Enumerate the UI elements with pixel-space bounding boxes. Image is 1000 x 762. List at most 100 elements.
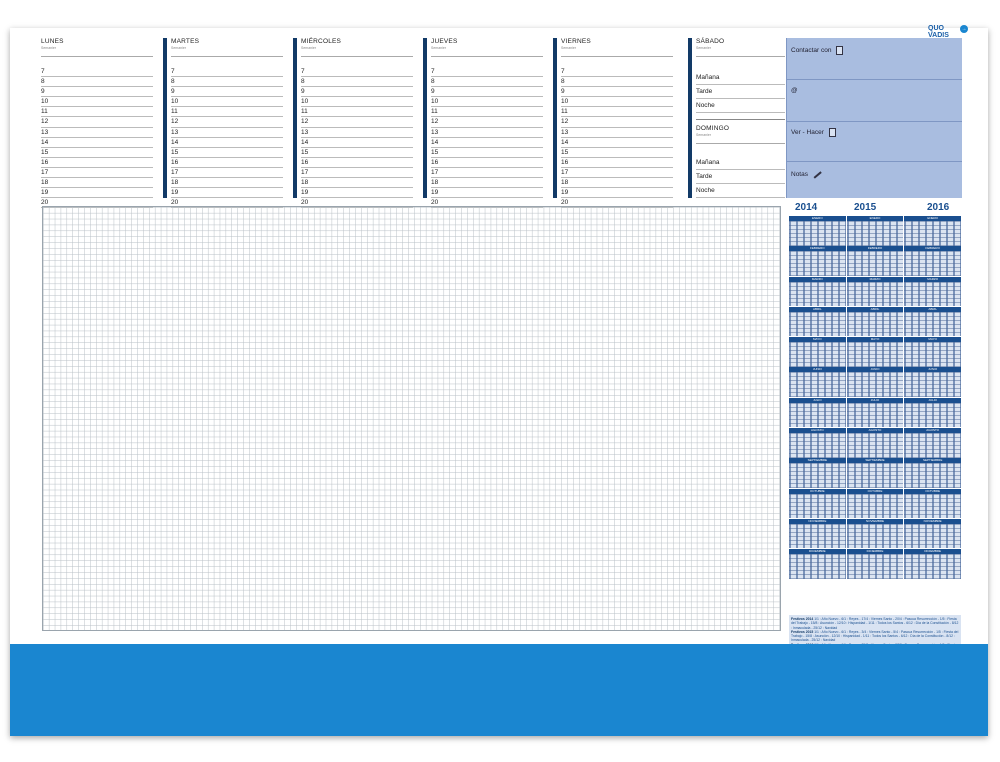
saturday-night[interactable]: Noche <box>696 99 785 113</box>
hour-slot[interactable]: 16 <box>431 158 543 168</box>
hour-slot[interactable]: 8 <box>431 77 543 88</box>
hour-slot[interactable]: 17 <box>171 168 283 179</box>
hour-slot[interactable]: 9 <box>431 87 543 98</box>
calendar-days <box>846 372 904 397</box>
hour-slot[interactable]: 10 <box>171 97 283 108</box>
hour-slot[interactable]: 14 <box>41 138 153 148</box>
grid-notes-area[interactable] <box>42 206 781 631</box>
hour-slot[interactable]: 15 <box>301 148 413 158</box>
hour-slot[interactable]: 11 <box>301 107 413 118</box>
calendar-month-name: JUNIO <box>846 367 904 373</box>
hour-slot[interactable]: 13 <box>301 128 413 138</box>
hour-slot[interactable]: 9 <box>41 87 153 98</box>
calendar-year-2014: 2014 <box>795 202 818 213</box>
hour-slot[interactable]: 11 <box>561 107 673 118</box>
hour-slot[interactable]: 12 <box>301 117 413 128</box>
calendar-days <box>846 221 904 246</box>
contact-field[interactable]: Contactar con <box>787 38 962 80</box>
calendar-month: OCTUBRE <box>904 488 962 519</box>
contact-label: Contactar con <box>791 47 832 54</box>
hour-slot[interactable]: 10 <box>431 97 543 108</box>
calendar-days <box>789 463 846 488</box>
day-week-label: Semanier <box>301 46 413 57</box>
calendar-days <box>904 281 962 307</box>
hour-slot[interactable]: 18 <box>171 178 283 189</box>
weekend-divider <box>696 113 785 120</box>
hour-slot[interactable]: 8 <box>561 77 673 88</box>
calendar-month: MARZO <box>904 276 962 307</box>
hour-slot[interactable]: 18 <box>561 178 673 189</box>
hour-slot[interactable]: 11 <box>171 107 283 118</box>
notes-field[interactable]: Notas <box>787 162 962 198</box>
hour-slot[interactable]: 11 <box>431 107 543 118</box>
hour-slot[interactable]: 7 <box>561 67 673 78</box>
hour-slot[interactable]: 8 <box>171 77 283 88</box>
sunday-afternoon[interactable]: Tarde <box>696 170 785 184</box>
hour-slot[interactable]: 15 <box>431 148 543 158</box>
hour-slot[interactable]: 14 <box>561 138 673 148</box>
todo-field[interactable]: Ver - Hacer <box>787 122 962 162</box>
hour-slot[interactable]: 19 <box>431 188 543 199</box>
hour-slot[interactable]: 17 <box>431 168 543 179</box>
hour-slot[interactable]: 14 <box>301 138 413 148</box>
hour-slot[interactable]: 16 <box>561 158 673 168</box>
sunday-night[interactable]: Noche <box>696 184 785 198</box>
email-label: @ <box>791 87 798 94</box>
hour-slot[interactable]: 14 <box>171 138 283 148</box>
hour-slot[interactable]: 19 <box>41 188 153 199</box>
hour-slot[interactable]: 15 <box>171 148 283 158</box>
hour-slot[interactable]: 10 <box>41 97 153 108</box>
hour-slot[interactable]: 18 <box>301 178 413 189</box>
calendar-month-grid: ENERO ENERO ENERO FEBRERO FEBRERO FEBRERO MARZ… <box>789 216 962 579</box>
saturday-morning[interactable]: Mañana <box>696 71 785 85</box>
hour-slot[interactable]: 17 <box>301 168 413 179</box>
hour-slot[interactable]: 18 <box>431 178 543 189</box>
hour-slot[interactable]: 19 <box>171 188 283 199</box>
hour-slot[interactable]: 10 <box>301 97 413 108</box>
hour-slot[interactable]: 8 <box>301 77 413 88</box>
calendar-month: ENERO <box>789 216 846 246</box>
hour-slot[interactable]: 7 <box>41 67 153 78</box>
calendar-days <box>789 221 846 246</box>
notes-label: Notas <box>791 171 808 178</box>
hour-slot[interactable]: 7 <box>171 67 283 78</box>
hour-slot[interactable]: 8 <box>41 77 153 88</box>
calendar-month-name: ENERO <box>846 216 904 221</box>
hour-slot[interactable]: 11 <box>41 107 153 118</box>
hour-slot[interactable]: 12 <box>431 117 543 128</box>
calendar-month: ENERO <box>904 216 962 246</box>
calendar-month-name: DICIEMBRE <box>846 549 904 555</box>
hour-slot[interactable]: 13 <box>561 128 673 138</box>
hour-slot[interactable]: 12 <box>41 117 153 128</box>
hour-slot[interactable]: 19 <box>561 188 673 199</box>
hour-slot[interactable]: 17 <box>561 168 673 179</box>
hour-slot[interactable]: 15 <box>41 148 153 158</box>
hour-slot[interactable]: 7 <box>301 67 413 78</box>
hour-slot[interactable]: 16 <box>41 158 153 168</box>
calendar-month-name: ENERO <box>789 216 846 221</box>
hour-slot[interactable]: 13 <box>431 128 543 138</box>
hour-slot[interactable]: 15 <box>561 148 673 158</box>
hour-slot[interactable]: 17 <box>41 168 153 179</box>
hour-slot[interactable]: 14 <box>431 138 543 148</box>
hour-slot[interactable]: 16 <box>171 158 283 168</box>
hour-slot[interactable]: 10 <box>561 97 673 108</box>
sunday-morning[interactable]: Mañana <box>696 156 785 170</box>
hour-slot[interactable]: 13 <box>171 128 283 138</box>
hour-slot[interactable]: 7 <box>431 67 543 78</box>
hour-slot[interactable]: 19 <box>301 188 413 199</box>
calendar-month: JULIO <box>789 397 846 428</box>
hour-slot[interactable]: 16 <box>301 158 413 168</box>
hour-slot[interactable]: 9 <box>301 87 413 98</box>
hour-slot[interactable]: 18 <box>41 178 153 189</box>
email-field[interactable]: @ <box>787 80 962 122</box>
hour-slot[interactable]: 9 <box>171 87 283 98</box>
calendar-days <box>846 311 904 337</box>
hour-slot[interactable]: 13 <box>41 128 153 138</box>
calendar-days <box>904 402 962 428</box>
hour-slot[interactable]: 9 <box>561 87 673 98</box>
hour-slot[interactable]: 12 <box>561 117 673 128</box>
calendar-month: OCTUBRE <box>789 488 846 519</box>
saturday-afternoon[interactable]: Tarde <box>696 85 785 99</box>
hour-slot[interactable]: 12 <box>171 117 283 128</box>
